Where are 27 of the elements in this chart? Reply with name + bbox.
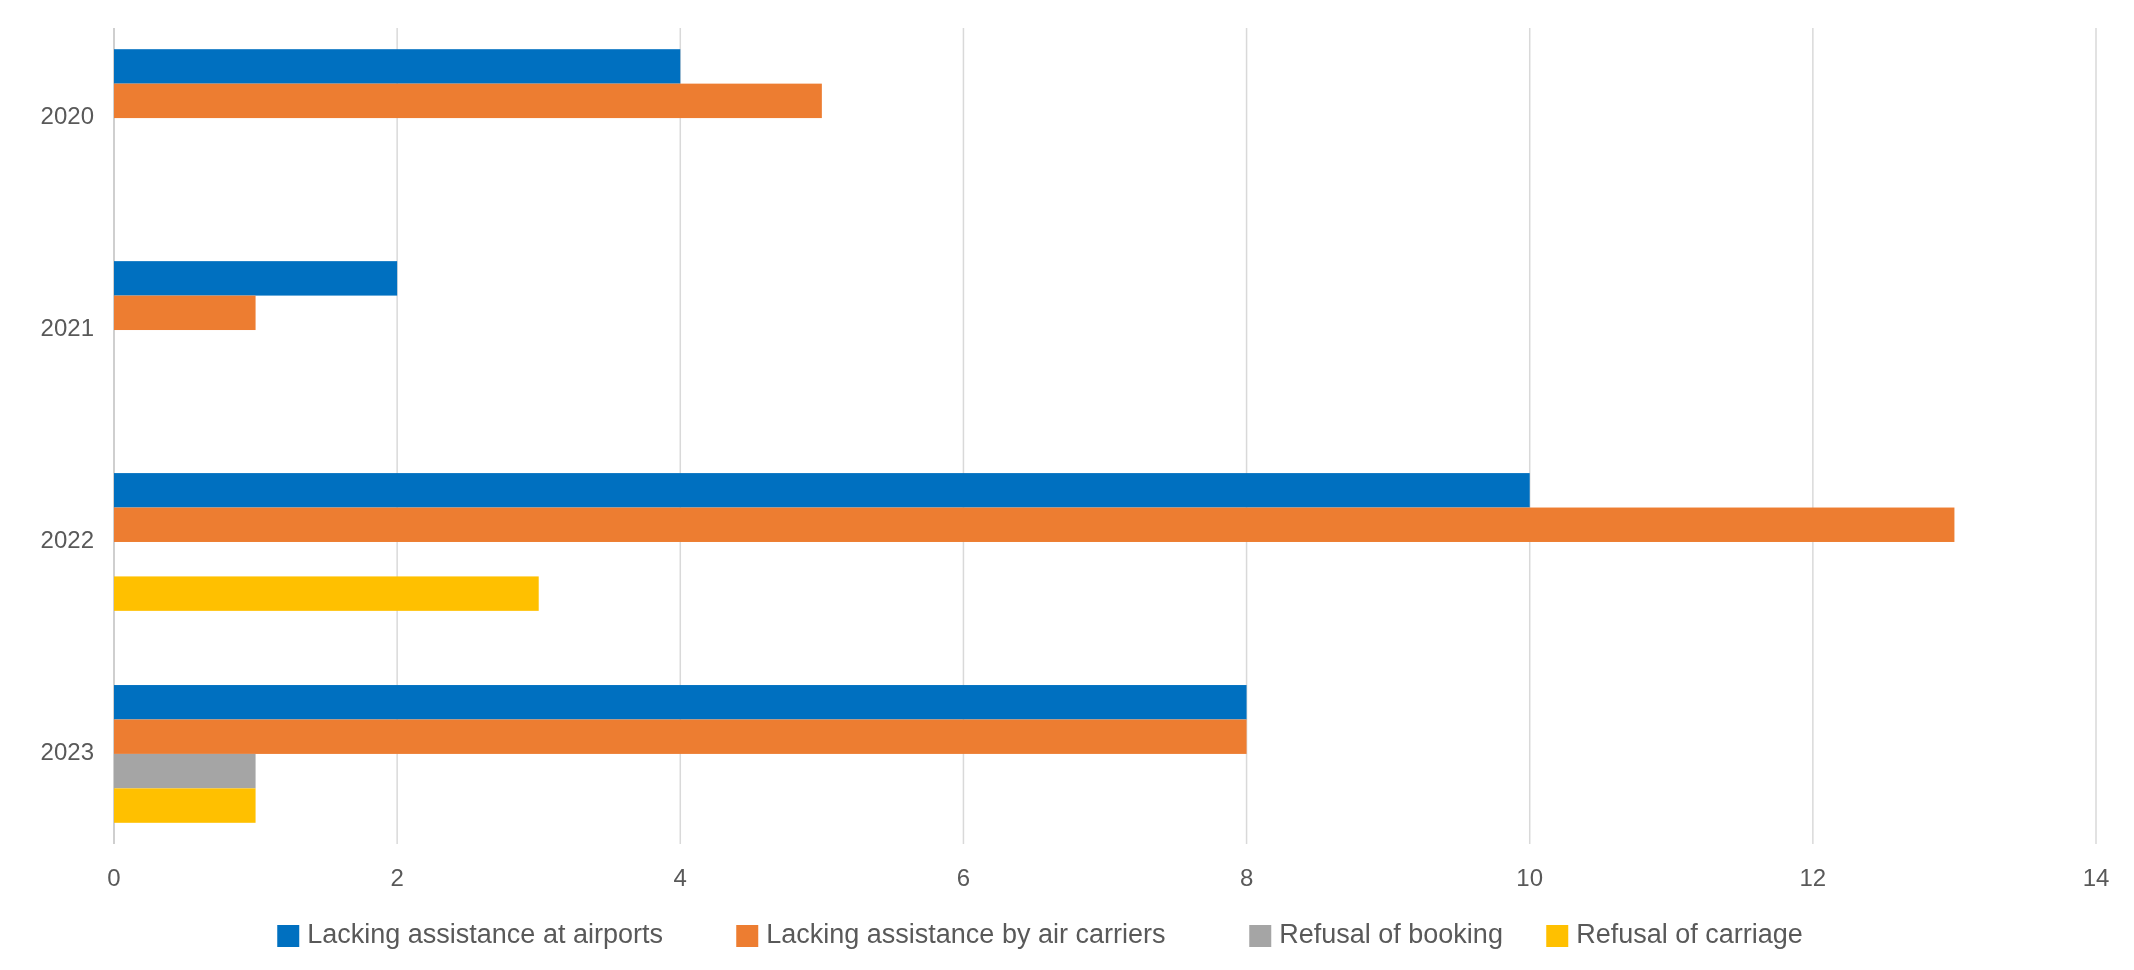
x-tick-label: 6 [956, 864, 971, 891]
x-tick-label: 4 [673, 864, 687, 891]
bar [114, 83, 822, 119]
x-tick-label: 14 [2082, 864, 2110, 891]
x-tick-label: 0 [107, 864, 121, 891]
x-tick-label: 12 [1799, 864, 1827, 891]
bar [114, 295, 256, 331]
y-tick-label: 2020 [40, 102, 94, 130]
bar [114, 576, 539, 611]
legend-label: Lacking assistance by air carriers [766, 919, 1166, 950]
y-tick-label: 2022 [40, 526, 94, 554]
bar [114, 261, 398, 296]
legend-label: Lacking assistance at airports [307, 919, 663, 950]
bar [114, 719, 1247, 754]
bar [114, 685, 1247, 720]
bar [114, 788, 256, 823]
legend-label: Refusal of booking [1279, 919, 1503, 950]
y-tick-label: 2021 [40, 314, 94, 342]
bar [114, 473, 1530, 508]
bar [114, 49, 681, 84]
y-tick-label: 2023 [40, 738, 94, 766]
x-tick-label: 8 [1239, 864, 1254, 891]
bar [114, 753, 256, 789]
legend-label: Refusal of carriage [1576, 919, 1803, 950]
bar [114, 507, 1955, 542]
x-tick-label: 10 [1516, 864, 1544, 891]
x-tick-label: 2 [390, 864, 404, 891]
